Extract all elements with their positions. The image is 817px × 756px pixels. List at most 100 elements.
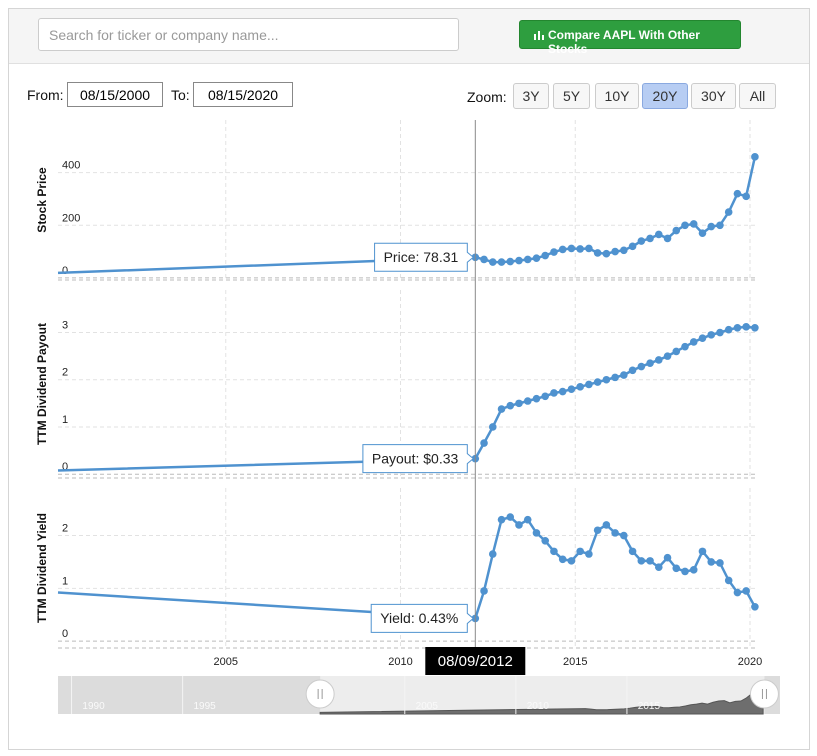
point (585, 550, 593, 558)
point (681, 221, 689, 230)
tooltip-text: Price: 78.31 (384, 249, 459, 265)
point (654, 230, 663, 239)
navigator-tick-label: 2015 (638, 701, 661, 712)
point (488, 550, 497, 558)
y-axis-title: TTM Dividend Payout (35, 323, 49, 445)
tooltip-text: Yield: 0.43% (380, 610, 458, 626)
point (558, 555, 567, 564)
point (541, 251, 550, 260)
point (637, 557, 646, 565)
point (716, 559, 724, 567)
zoom-button[interactable]: 20Y (642, 83, 688, 109)
point (515, 521, 523, 529)
point (515, 399, 523, 408)
point (567, 385, 576, 393)
y-tick-label: 1 (62, 414, 68, 426)
point (716, 221, 724, 230)
point (506, 513, 515, 521)
point (698, 334, 707, 342)
point (620, 246, 628, 255)
point (550, 248, 558, 256)
point (558, 387, 567, 396)
x-tick-label: 2015 (563, 656, 587, 668)
point (672, 564, 681, 573)
point (488, 258, 497, 266)
point (663, 553, 672, 562)
point (742, 323, 750, 331)
to-label: To: (171, 87, 190, 103)
point (532, 529, 541, 537)
point (550, 547, 558, 556)
point (689, 566, 698, 574)
navigator-tick-label: 2005 (416, 701, 439, 712)
point (751, 323, 759, 332)
point (620, 531, 628, 540)
point (663, 234, 672, 243)
point (733, 323, 742, 332)
crosshair-label: 08/09/2012 (438, 653, 513, 670)
point (646, 234, 654, 243)
point (576, 245, 584, 253)
point (585, 244, 593, 253)
tooltip: Price: 78.31 (374, 242, 475, 272)
navigator-handle[interactable] (749, 679, 779, 709)
zoom-button[interactable]: 10Y (595, 83, 639, 109)
to-input[interactable]: 08/15/2020 (193, 82, 293, 107)
zoom-button[interactable]: 30Y (691, 83, 736, 109)
bar-icon (534, 31, 544, 40)
point (654, 356, 663, 364)
point (707, 331, 716, 339)
compare-button[interactable]: Compare AAPL With Other Stocks (519, 20, 741, 56)
point (707, 222, 716, 231)
point (637, 362, 646, 371)
tooltip-box (374, 242, 475, 272)
tooltip-box (362, 444, 475, 474)
point (567, 557, 576, 565)
point (602, 521, 611, 529)
navigator-handle[interactable] (305, 679, 335, 709)
crosshair-label-box (425, 647, 526, 675)
point (585, 380, 593, 389)
zoom-button[interactable]: 5Y (553, 83, 590, 109)
zoom-button[interactable]: All (739, 83, 776, 109)
point (672, 226, 681, 235)
point (593, 249, 602, 257)
tooltip-box (370, 603, 475, 633)
point (523, 397, 532, 405)
y-tick-label: 0 (62, 461, 68, 473)
from-input[interactable]: 08/15/2000 (67, 82, 163, 107)
point (628, 547, 637, 556)
y-axis-title: Stock Price (35, 167, 49, 233)
y-tick-label: 3 (62, 320, 68, 332)
point (576, 547, 584, 556)
point (506, 257, 515, 266)
x-tick-label: 2010 (388, 656, 412, 668)
point (497, 515, 506, 524)
point (663, 352, 672, 360)
y-tick-label: 0 (62, 265, 68, 277)
point (497, 258, 506, 266)
point (480, 587, 488, 595)
point (593, 378, 602, 386)
point (506, 401, 515, 410)
point (637, 237, 646, 245)
point (681, 567, 689, 576)
navigator-area (319, 682, 764, 715)
point (698, 229, 707, 237)
navigator-tick-label: 1995 (193, 701, 216, 712)
point (488, 423, 497, 431)
point (751, 153, 759, 161)
from-label: From: (27, 87, 64, 103)
y-tick-label: 2 (62, 367, 68, 379)
point (733, 189, 742, 198)
point (602, 375, 611, 384)
zoom-button[interactable]: 3Y (513, 83, 549, 109)
point (672, 347, 681, 356)
y-axis-title: TTM Dividend Yield (35, 513, 49, 623)
point (611, 529, 619, 537)
point (751, 603, 759, 611)
y-tick-label: 400 (62, 160, 80, 172)
point (541, 537, 550, 545)
search-input[interactable]: Search for ticker or company name... (38, 18, 459, 51)
